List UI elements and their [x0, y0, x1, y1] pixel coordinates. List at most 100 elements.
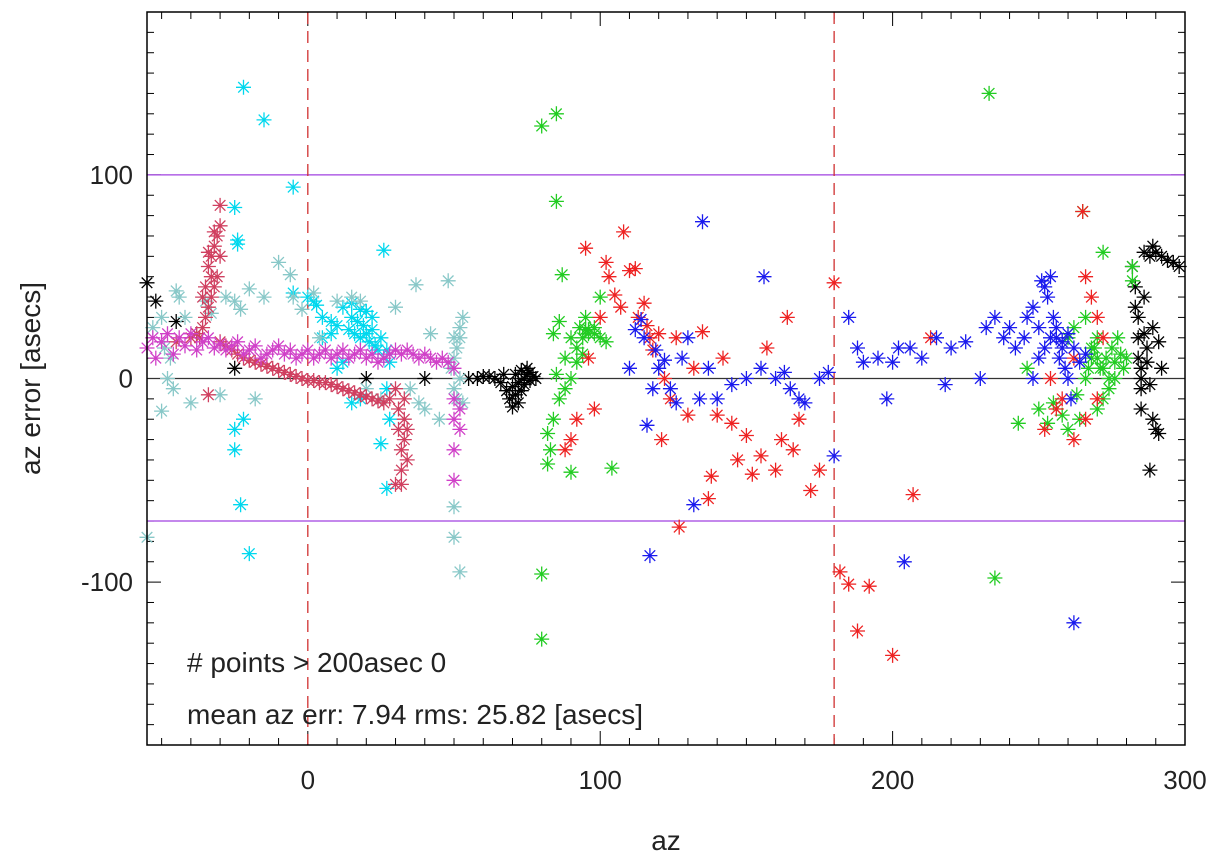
data-point [446, 472, 462, 488]
data-point [622, 263, 637, 279]
data-point [1054, 407, 1070, 423]
data-point [1142, 248, 1158, 264]
data-point [358, 371, 374, 386]
data-point [759, 340, 775, 356]
data-point [493, 375, 509, 391]
data-point [885, 647, 901, 663]
data-point [402, 381, 418, 397]
data-point [1101, 381, 1117, 397]
data-point [241, 342, 257, 358]
data-point [730, 452, 746, 468]
data-point [1060, 326, 1076, 342]
data-point [350, 314, 365, 329]
data-point [513, 383, 529, 399]
data-point [218, 342, 234, 358]
data-points [139, 79, 1187, 663]
data-point [1054, 334, 1070, 350]
data-point [335, 299, 351, 315]
data-point [850, 623, 865, 639]
data-point [905, 487, 921, 503]
data-point [352, 293, 368, 309]
data-point [177, 338, 193, 354]
data-point [543, 442, 558, 458]
data-point [1116, 360, 1132, 376]
data-point [1095, 330, 1111, 346]
data-point [724, 415, 740, 431]
data-point [662, 391, 678, 407]
x-tick-label: 300 [1163, 765, 1206, 795]
data-point [648, 342, 664, 358]
data-point [212, 218, 228, 234]
data-point [557, 381, 573, 397]
data-point [162, 350, 178, 366]
data-point [592, 309, 608, 325]
data-point [996, 330, 1012, 346]
data-point [774, 432, 789, 448]
data-point [288, 350, 304, 366]
data-point [481, 369, 497, 384]
data-point [236, 346, 251, 362]
data-point [622, 360, 637, 376]
data-point [569, 340, 585, 356]
data-point [505, 379, 520, 395]
data-point [1057, 360, 1073, 376]
data-point [1078, 269, 1094, 285]
data-point [654, 432, 670, 448]
data-point [1066, 350, 1082, 366]
data-point [724, 377, 740, 393]
data-point [206, 238, 222, 254]
plot-frame [146, 11, 1186, 746]
data-point [306, 350, 322, 366]
data-point [1037, 340, 1053, 356]
data-point [288, 369, 304, 384]
data-point [1142, 377, 1158, 393]
data-point [233, 301, 249, 317]
data-point [393, 346, 409, 362]
data-point [452, 320, 468, 336]
data-point [271, 362, 287, 378]
x-tick-label: 200 [871, 765, 914, 795]
data-point [168, 334, 184, 350]
data-point [1063, 391, 1079, 407]
data-point [449, 340, 465, 356]
data-point [227, 421, 243, 437]
data-point [738, 428, 754, 443]
data-point [452, 371, 468, 386]
data-point [285, 179, 301, 195]
data-point [598, 334, 614, 350]
data-point [756, 269, 772, 285]
data-point [203, 305, 219, 321]
data-point [323, 326, 339, 342]
data-point [896, 554, 912, 570]
data-point [1078, 309, 1094, 325]
data-point [1130, 309, 1146, 325]
data-point [306, 293, 322, 309]
data-point [145, 330, 161, 346]
data-point [352, 342, 368, 358]
data-point [157, 340, 172, 356]
data-point [1148, 244, 1164, 260]
data-point [551, 391, 567, 407]
data-point [943, 340, 959, 356]
data-point [183, 326, 199, 342]
data-point [753, 360, 769, 376]
data-point [370, 393, 386, 409]
data-point [396, 391, 412, 407]
data-point [317, 342, 333, 358]
data-point [306, 285, 322, 301]
data-point [505, 399, 520, 415]
data-point [680, 330, 696, 346]
data-point [548, 106, 564, 122]
data-point [309, 297, 325, 313]
data-point [569, 411, 585, 427]
data-point [1045, 395, 1061, 411]
data-point [247, 354, 263, 370]
data-point [317, 375, 333, 391]
data-point [388, 476, 403, 492]
data-point [1133, 381, 1149, 397]
data-point [545, 411, 561, 427]
data-point [548, 366, 564, 382]
data-point [452, 564, 468, 580]
data-point [1133, 360, 1149, 376]
data-point [461, 371, 477, 386]
